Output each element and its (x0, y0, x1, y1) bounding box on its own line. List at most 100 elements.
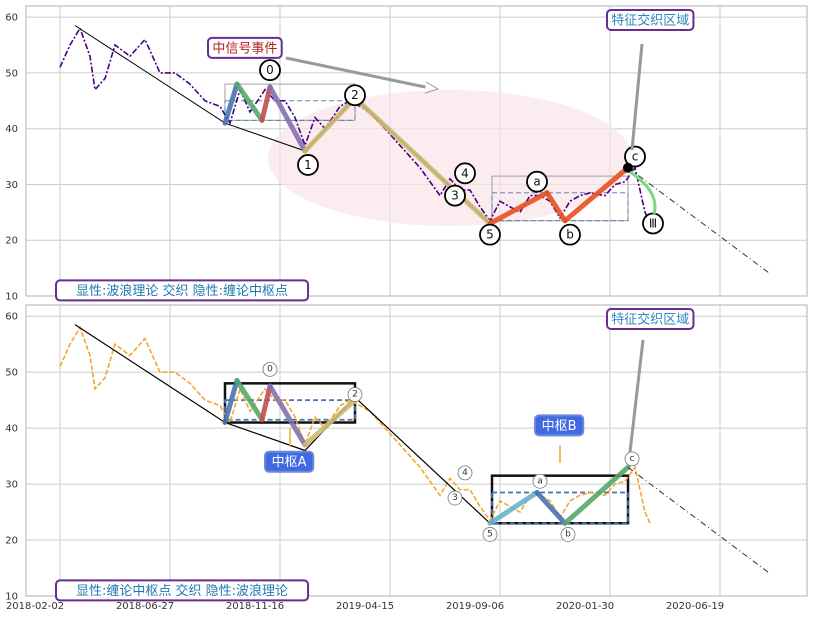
y-tick-label: 20 (5, 536, 18, 547)
wave-segment (259, 383, 273, 423)
pivot-box-a-inner (224, 100, 356, 121)
wave-label: 4 (462, 468, 468, 478)
x-tick-label: 2020-01-30 (556, 601, 614, 612)
wave-label: 3 (452, 493, 458, 503)
wave-segment (234, 378, 265, 423)
annotation-box (207, 36, 283, 59)
forecast-line (627, 167, 771, 275)
panel-2: 10 20 30 40 50 60 0 2 3 4 5 a b c 中枢A 中枢B 特征交织区域显性:缠论中枢点… (5, 304, 808, 612)
pivot-box-b-inner (491, 192, 629, 222)
wave-label: a (537, 476, 543, 486)
x-tick-label: 2018-06-27 (116, 601, 174, 612)
wave-label: a (533, 175, 540, 189)
wave-label: 0 (266, 63, 274, 77)
wave-segment (487, 490, 540, 526)
annotation-text: 中枢A (272, 455, 307, 470)
wave-label: 4 (461, 166, 469, 180)
wave-segment (562, 165, 631, 224)
wave-label-circle (457, 465, 473, 481)
wave-label-circle (262, 361, 278, 377)
y-tick-label: 30 (5, 180, 18, 191)
x-tick-label: 2019-04-15 (336, 601, 394, 612)
wave-label: 2 (352, 390, 358, 400)
wave-label-circle (479, 223, 501, 246)
wave-label: 1 (304, 158, 312, 172)
wave-label: 5 (486, 228, 494, 242)
annotation-text: 特征交织区域 (611, 311, 689, 327)
wave-segment (352, 95, 493, 226)
annotation-box (534, 414, 585, 437)
y-tick-label: 30 (5, 480, 18, 491)
wave-label-circle (624, 451, 640, 467)
wave-label-circle (526, 170, 548, 193)
plot-frame (25, 5, 808, 297)
wave-label: c (630, 454, 635, 464)
wave-label: b (565, 529, 571, 539)
x-tick-label: 2018-02-02 (6, 601, 64, 612)
annotation-text: 显性:缠论中枢点 交织 隐性:波浪理论 (76, 583, 288, 599)
forecast-line (627, 466, 771, 575)
wave-label-circle (560, 527, 576, 542)
annotation-text: 显性:波浪理论 交织 隐性:缠论中枢点 (76, 283, 288, 299)
reversal-arrow (629, 170, 657, 215)
wave-label: 2 (351, 88, 359, 102)
interleave-highlight-ellipse (268, 90, 632, 226)
annotation-box (264, 450, 315, 473)
annotation-box (606, 307, 695, 330)
signal-arrow (285, 56, 431, 90)
wave-label-circle (297, 154, 319, 176)
signal-arrow-head (424, 81, 440, 94)
y-tick-label: 60 (5, 312, 18, 323)
wave-label-circle (447, 490, 463, 506)
y-tick-label: 40 (5, 424, 18, 435)
panel-1: 10 20 30 40 50 60 0 1 2 34 5 a b c Ⅲ 中信号事件 特征交织区域显性:波浪理论… (5, 5, 808, 303)
wave-segment (222, 81, 240, 126)
wave-segment (302, 95, 358, 154)
wave-segment (267, 84, 308, 154)
wave-label-circle (532, 473, 548, 489)
annotation-text: 中信号事件 (212, 41, 277, 56)
wave-label-circle (444, 184, 466, 207)
wave-trend-line (74, 324, 491, 524)
wave-segment (267, 383, 308, 448)
wave-segment (534, 490, 568, 526)
wave-label-circle (559, 223, 581, 246)
x-tick-label: 2019-09-06 (446, 601, 504, 612)
wave-segment (487, 190, 550, 226)
x-tick-label: 2018-11-16 (226, 601, 284, 612)
wave-label-circle (454, 162, 476, 185)
region-arrow (630, 43, 644, 151)
y-tick-label: 40 (5, 124, 18, 135)
annotation-box (55, 579, 310, 602)
wave-label-circle (482, 527, 498, 542)
y-tick-label: 60 (5, 13, 18, 24)
y-tick-label: 20 (5, 236, 18, 247)
wave-label: c (632, 150, 639, 164)
annotation-box (606, 8, 695, 31)
pivot-box-b-inner (491, 491, 629, 525)
wave-segment (222, 378, 240, 425)
region-arrow (628, 339, 645, 453)
wave-label-circle (624, 145, 646, 168)
endpoint-dot (623, 162, 633, 173)
y-tick-label: 50 (5, 68, 18, 79)
wave-label-circle (347, 387, 363, 402)
annotation-text: 特征交织区域 (611, 12, 689, 28)
y-tick-label: 10 (5, 592, 18, 603)
wave-segment (234, 81, 265, 123)
annotation-text: 中枢B (542, 419, 577, 434)
wave-label: 0 (267, 364, 273, 374)
wave-segment (562, 464, 631, 526)
wave-segment (259, 84, 273, 123)
plot-frame (25, 304, 808, 597)
wave-label-circle (259, 59, 281, 82)
y-tick-label: 10 (5, 292, 18, 303)
wave-label: b (566, 228, 574, 242)
wave-label: Ⅲ (649, 217, 657, 231)
price-series-line (59, 325, 651, 524)
wave-label-circle (344, 84, 366, 107)
wave-label: 3 (451, 189, 459, 203)
wave-label: 5 (487, 529, 493, 539)
annotation-box (55, 279, 310, 302)
